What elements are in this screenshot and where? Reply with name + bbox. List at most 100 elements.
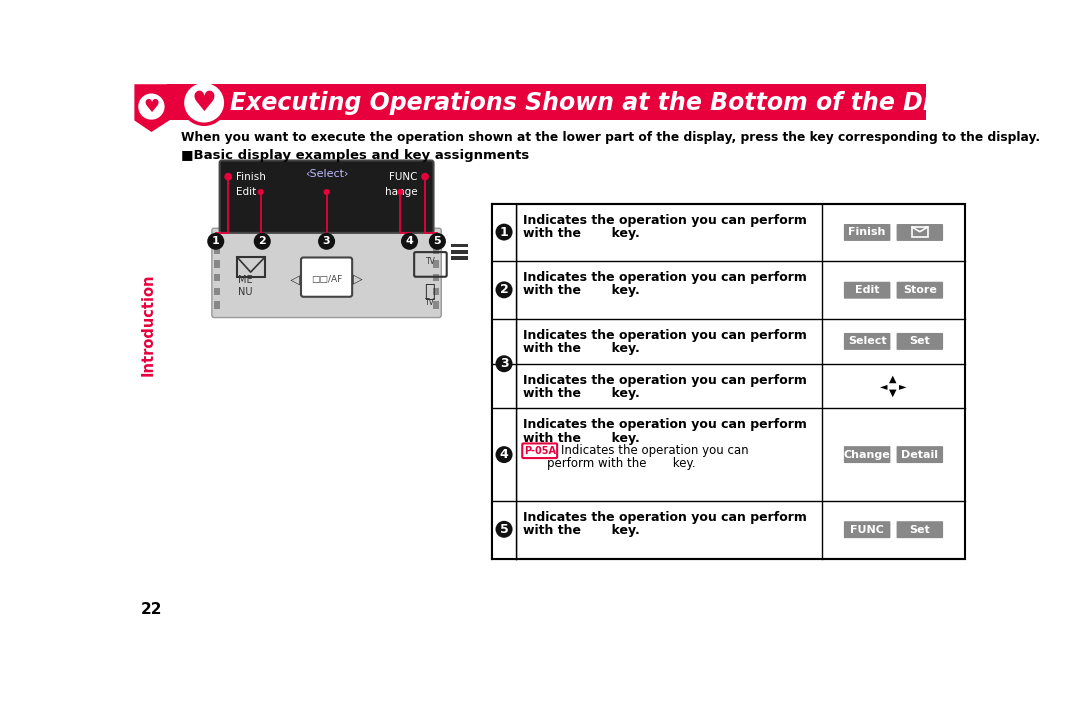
Circle shape	[496, 224, 513, 241]
Circle shape	[496, 446, 513, 463]
Text: 1: 1	[212, 237, 219, 246]
Bar	[433, 246, 439, 253]
Text: Store: Store	[903, 285, 936, 296]
Text: Indicates the operation you can perform: Indicates the operation you can perform	[524, 329, 807, 342]
Text: Edit: Edit	[855, 285, 879, 296]
Circle shape	[139, 93, 164, 119]
Text: ▼: ▼	[889, 388, 897, 398]
Text: P-05A: P-05A	[524, 446, 556, 456]
Circle shape	[429, 233, 446, 250]
Bar	[214, 301, 220, 309]
Text: Ⓡ: Ⓡ	[425, 283, 435, 301]
Bar	[214, 246, 220, 253]
Text: with the       key.: with the key.	[524, 227, 641, 239]
Text: Edit: Edit	[235, 187, 256, 197]
Text: Introduction: Introduction	[141, 273, 156, 376]
FancyBboxPatch shape	[943, 86, 952, 119]
Text: Indicates the operation you can perform: Indicates the operation you can perform	[524, 511, 807, 524]
Bar	[912, 227, 928, 237]
Text: ♥: ♥	[143, 98, 159, 116]
Text: TV: TV	[426, 257, 435, 266]
Circle shape	[183, 81, 226, 124]
Text: ▷: ▷	[353, 272, 362, 286]
Bar	[167, 84, 927, 121]
FancyBboxPatch shape	[931, 86, 941, 119]
FancyBboxPatch shape	[219, 161, 433, 233]
FancyBboxPatch shape	[955, 86, 963, 119]
FancyBboxPatch shape	[897, 224, 943, 241]
FancyBboxPatch shape	[212, 228, 441, 317]
Text: Detail: Detail	[901, 449, 938, 460]
Circle shape	[207, 233, 225, 250]
Text: Indicates the operation you can: Indicates the operation you can	[561, 444, 748, 457]
Circle shape	[254, 233, 271, 250]
Bar	[238, 258, 264, 277]
Bar	[433, 288, 439, 296]
FancyBboxPatch shape	[844, 333, 890, 350]
FancyBboxPatch shape	[897, 521, 943, 538]
Text: FUNC: FUNC	[389, 172, 417, 182]
Text: ■Basic display examples and key assignments: ■Basic display examples and key assignme…	[181, 149, 529, 162]
Text: 4: 4	[500, 448, 508, 461]
Text: ♥: ♥	[191, 88, 216, 117]
Circle shape	[318, 233, 335, 250]
Text: 5: 5	[433, 237, 441, 246]
Text: 2: 2	[500, 284, 508, 296]
Text: ▲: ▲	[889, 374, 897, 384]
Text: Indicates the operation you can perform: Indicates the operation you can perform	[524, 418, 807, 432]
FancyBboxPatch shape	[897, 333, 943, 350]
Bar	[450, 256, 468, 260]
FancyBboxPatch shape	[844, 446, 890, 463]
Text: ME
NU: ME NU	[238, 275, 253, 297]
Circle shape	[421, 173, 429, 180]
Bar	[433, 274, 439, 282]
Text: with the       key.: with the key.	[524, 284, 641, 298]
FancyBboxPatch shape	[897, 282, 943, 298]
Text: ►: ►	[899, 381, 906, 391]
Text: 4: 4	[405, 237, 414, 246]
Bar	[492, 204, 965, 559]
Text: 1: 1	[500, 225, 508, 239]
Text: with the       key.: with the key.	[524, 432, 641, 444]
Text: Indicates the operation you can perform: Indicates the operation you can perform	[524, 272, 807, 284]
Text: Set: Set	[909, 524, 930, 535]
Text: Indicates the operation you can perform: Indicates the operation you can perform	[524, 213, 807, 227]
Bar	[492, 204, 516, 559]
Text: with the       key.: with the key.	[524, 387, 641, 400]
Circle shape	[324, 189, 330, 195]
Text: ◄: ◄	[880, 381, 888, 391]
Circle shape	[225, 173, 232, 180]
Text: Finish: Finish	[848, 227, 886, 237]
Text: with the       key.: with the key.	[524, 524, 641, 537]
Text: with the       key.: with the key.	[524, 342, 641, 355]
Text: ‹Select›: ‹Select›	[305, 169, 348, 179]
Text: Indicates the operation you can perform: Indicates the operation you can perform	[524, 373, 807, 387]
Text: TV: TV	[425, 298, 434, 307]
FancyBboxPatch shape	[897, 446, 943, 463]
FancyBboxPatch shape	[522, 444, 557, 458]
Bar	[214, 260, 220, 267]
Bar	[433, 301, 439, 309]
Circle shape	[496, 521, 513, 538]
Text: Finish: Finish	[235, 172, 266, 182]
Circle shape	[258, 189, 263, 195]
Bar	[214, 274, 220, 282]
Text: hange: hange	[385, 187, 417, 197]
Text: When you want to execute the operation shown at the lower part of the display, p: When you want to execute the operation s…	[181, 131, 1040, 144]
FancyBboxPatch shape	[844, 521, 890, 538]
Circle shape	[397, 189, 403, 195]
Text: perform with the       key.: perform with the key.	[547, 457, 696, 470]
Circle shape	[496, 282, 513, 298]
Text: ▷: ▷	[290, 272, 300, 286]
Circle shape	[496, 355, 513, 372]
Text: □□/AF: □□/AF	[311, 274, 342, 284]
Text: 22: 22	[141, 602, 162, 617]
Text: Executing Operations Shown at the Bottom of the Display: Executing Operations Shown at the Bottom…	[230, 91, 1001, 114]
Text: Select: Select	[848, 336, 887, 346]
Text: Set: Set	[909, 336, 930, 346]
Text: 3: 3	[322, 237, 330, 246]
Bar	[450, 244, 468, 248]
Text: Change: Change	[844, 449, 890, 460]
Text: 3: 3	[500, 357, 508, 370]
Text: FUNC: FUNC	[850, 524, 884, 535]
